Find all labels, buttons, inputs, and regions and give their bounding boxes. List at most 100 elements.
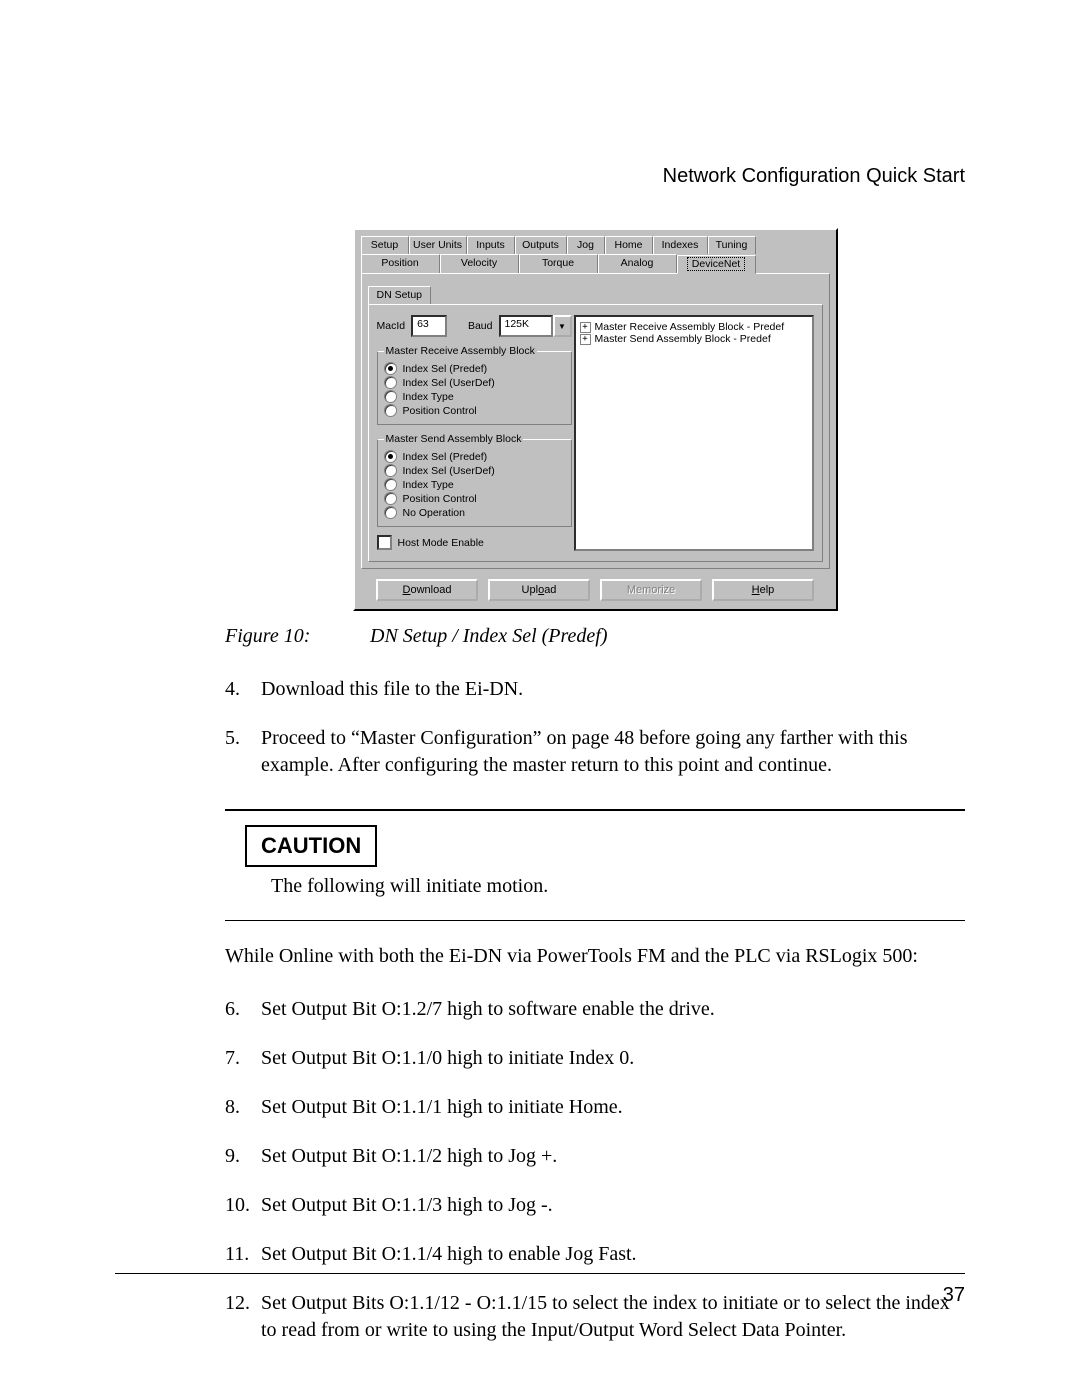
send-option[interactable]: Position Control	[384, 492, 565, 505]
tab-jog[interactable]: Jog	[567, 236, 605, 254]
macid-label: MacId	[377, 320, 406, 332]
assembly-tree[interactable]: +Master Receive Assembly Block - Predef+…	[574, 315, 814, 551]
tab-setup[interactable]: Setup	[361, 236, 409, 254]
radio-icon[interactable]	[384, 390, 397, 403]
page-number: 37	[115, 1284, 965, 1307]
step-text: Proceed to “Master Configuration” on pag…	[261, 725, 965, 779]
radio-icon[interactable]	[384, 464, 397, 477]
step-item: 10.Set Output Bit O:1.1/3 high to Jog -.	[225, 1192, 965, 1219]
master-receive-group: Master Receive Assembly Block Index Sel …	[377, 345, 572, 425]
rule-below-caution	[225, 920, 965, 921]
step-number: 10.	[225, 1192, 261, 1219]
radio-icon[interactable]	[384, 478, 397, 491]
rule-above-caution	[225, 809, 965, 811]
send-option[interactable]: Index Type	[384, 478, 565, 491]
host-mode-row[interactable]: Host Mode Enable	[377, 535, 572, 550]
receive-option-label: Index Sel (Predef)	[403, 363, 488, 375]
tab-home[interactable]: Home	[605, 236, 653, 254]
step-item: 7.Set Output Bit O:1.1/0 high to initiat…	[225, 1045, 965, 1072]
radio-icon[interactable]	[384, 492, 397, 505]
figure-number: Figure 10:	[225, 625, 365, 648]
step-number: 6.	[225, 996, 261, 1023]
step-item: 6.Set Output Bit O:1.2/7 high to softwar…	[225, 996, 965, 1023]
send-option[interactable]: Index Sel (UserDef)	[384, 464, 565, 477]
step-text: Download this file to the Ei-DN.	[261, 676, 965, 703]
radio-icon[interactable]	[384, 362, 397, 375]
master-send-legend: Master Send Assembly Block	[384, 433, 524, 445]
step-number: 9.	[225, 1143, 261, 1170]
send-option[interactable]: No Operation	[384, 506, 565, 519]
radio-icon[interactable]	[384, 404, 397, 417]
tree-item-label: Master Receive Assembly Block - Predef	[595, 321, 785, 333]
step-number: 4.	[225, 676, 261, 703]
tab-user-units[interactable]: User Units	[409, 236, 467, 254]
tree-item[interactable]: +Master Send Assembly Block - Predef	[580, 333, 808, 345]
subtab-dn-setup[interactable]: DN Setup	[368, 286, 432, 304]
receive-option[interactable]: Index Sel (Predef)	[384, 362, 565, 375]
tree-item[interactable]: + Master Receive Assembly Block - Predef	[580, 321, 808, 333]
radio-icon[interactable]	[384, 506, 397, 519]
figure-caption: Figure 10: DN Setup / Index Sel (Predef)	[225, 625, 965, 648]
step-item: 9.Set Output Bit O:1.1/2 high to Jog +.	[225, 1143, 965, 1170]
send-option-label: Position Control	[403, 493, 477, 505]
dn-setup-panel: MacId 63 Baud 125K ▼ Master Receive Asse…	[368, 304, 823, 562]
dn-setup-left-column: MacId 63 Baud 125K ▼ Master Receive Asse…	[377, 315, 572, 550]
send-option-label: No Operation	[403, 507, 465, 519]
figure-title: DN Setup / Index Sel (Predef)	[370, 625, 608, 647]
receive-option-label: Index Type	[403, 391, 454, 403]
macid-input[interactable]: 63	[411, 315, 447, 337]
running-header: Network Configuration Quick Start	[225, 165, 965, 188]
help-button[interactable]: Help	[712, 579, 814, 601]
step-text: Set Output Bit O:1.1/3 high to Jog -.	[261, 1192, 965, 1219]
tab-velocity[interactable]: Velocity	[440, 254, 519, 273]
step-item: 8.Set Output Bit O:1.1/1 high to initiat…	[225, 1094, 965, 1121]
baud-combo[interactable]: 125K ▼	[499, 315, 572, 337]
step-number: 8.	[225, 1094, 261, 1121]
receive-option[interactable]: Position Control	[384, 404, 565, 417]
radio-icon[interactable]	[384, 450, 397, 463]
radio-icon[interactable]	[384, 376, 397, 389]
tabstrip-row2: PositionVelocityTorqueAnalogDeviceNet	[361, 254, 830, 273]
send-option[interactable]: Index Sel (Predef)	[384, 450, 565, 463]
baud-label: Baud	[468, 320, 493, 332]
send-option-label: Index Type	[403, 479, 454, 491]
baud-value: 125K	[499, 315, 553, 337]
tabstrip-row1: SetupUser UnitsInputsOutputsJogHomeIndex…	[361, 236, 830, 254]
tab-outputs[interactable]: Outputs	[515, 236, 567, 254]
chevron-down-icon[interactable]: ▼	[553, 315, 572, 337]
send-option-label: Index Sel (UserDef)	[403, 465, 495, 477]
tab-tuning[interactable]: Tuning	[708, 236, 756, 254]
tab-devicenet[interactable]: DeviceNet	[677, 255, 756, 274]
step-text: Set Output Bit O:1.1/0 high to initiate …	[261, 1045, 965, 1072]
download-button[interactable]: Download	[376, 579, 478, 601]
expand-icon[interactable]: +	[580, 322, 591, 333]
page-footer: 37	[115, 1273, 965, 1307]
step-text: Set Output Bit O:1.1/1 high to initiate …	[261, 1094, 965, 1121]
host-mode-checkbox[interactable]	[377, 535, 392, 550]
step-number: 7.	[225, 1045, 261, 1072]
upload-button[interactable]: Upload	[488, 579, 590, 601]
step-text: Set Output Bit O:1.2/7 high to software …	[261, 996, 965, 1023]
master-send-group: Master Send Assembly Block Index Sel (Pr…	[377, 433, 572, 527]
tab-indexes[interactable]: Indexes	[653, 236, 708, 254]
receive-option[interactable]: Index Type	[384, 390, 565, 403]
tab-inputs[interactable]: Inputs	[467, 236, 515, 254]
steps-list-a: 4.Download this file to the Ei-DN.5.Proc…	[225, 676, 965, 779]
memorize-button: Memorize	[600, 579, 702, 601]
caution-heading: CAUTION	[245, 825, 377, 867]
tab-torque[interactable]: Torque	[519, 254, 598, 273]
host-mode-label: Host Mode Enable	[398, 537, 484, 549]
receive-option-label: Index Sel (UserDef)	[403, 377, 495, 389]
tab-page: DN Setup MacId 63 Baud 125K ▼	[361, 273, 830, 569]
receive-option[interactable]: Index Sel (UserDef)	[384, 376, 565, 389]
expand-icon[interactable]: +	[580, 334, 591, 345]
macid-baud-row: MacId 63 Baud 125K ▼	[377, 315, 572, 337]
document-page: Network Configuration Quick Start SetupU…	[0, 0, 1080, 1397]
step-text: Set Output Bit O:1.1/4 high to enable Jo…	[261, 1241, 965, 1268]
step-text: Set Output Bit O:1.1/2 high to Jog +.	[261, 1143, 965, 1170]
tab-analog[interactable]: Analog	[598, 254, 677, 273]
subtabstrip: DN Setup	[368, 286, 823, 304]
step-number: 5.	[225, 725, 261, 779]
tab-position[interactable]: Position	[361, 254, 440, 273]
caution-text: The following will initiate motion.	[271, 875, 965, 898]
